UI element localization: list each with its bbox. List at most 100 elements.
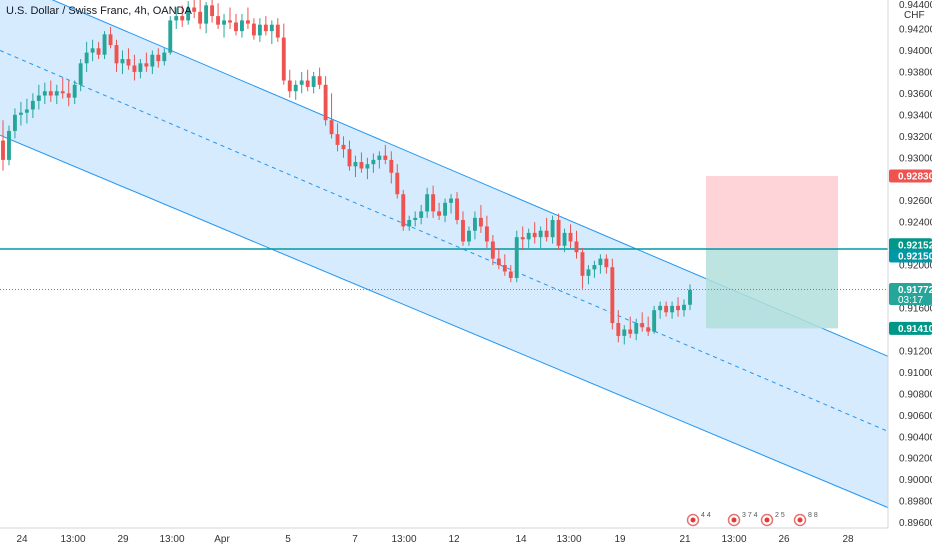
candle: [13, 108, 17, 139]
economic-events[interactable]: 4 4 3 7 4 2 5 8 8: [686, 512, 818, 527]
candle-body: [425, 194, 430, 212]
y-tick-label: 0.92600: [899, 196, 932, 207]
candle: [401, 189, 406, 231]
candle: [550, 215, 555, 244]
candle-body: [371, 159, 376, 165]
candle: [168, 16, 173, 55]
y-tick-label: 0.94400: [899, 0, 932, 11]
event-flag-icon[interactable]: 2 5: [760, 512, 785, 527]
candle-body: [508, 271, 513, 278]
y-tick-label: 0.90600: [899, 411, 932, 422]
candle: [425, 187, 430, 218]
candle-body: [126, 59, 131, 66]
candle: [532, 222, 537, 244]
candle-body: [359, 162, 364, 169]
y-tick-label: 0.93600: [899, 89, 932, 100]
candle-body: [240, 20, 244, 32]
candle-body: [180, 16, 185, 21]
x-tick-label: 13:00: [159, 534, 184, 545]
candle-body: [323, 84, 328, 121]
candle-body: [550, 220, 555, 238]
candle: [174, 7, 179, 29]
candle-body: [257, 24, 262, 36]
take-profit-zone: [706, 248, 838, 329]
candle: [42, 82, 47, 105]
candle: [520, 226, 525, 251]
y-tick-label: 0.91000: [899, 368, 932, 379]
candle-body: [36, 95, 41, 101]
price-tag-bg: [889, 238, 932, 252]
candle-body: [395, 172, 400, 195]
candle-body: [54, 91, 59, 96]
candle-body: [263, 24, 268, 32]
candle: [437, 202, 442, 220]
event-flag-dot: [690, 517, 696, 523]
x-tick-label: 14: [515, 534, 527, 545]
y-tick-label: 0.90000: [899, 475, 932, 486]
event-flag-icon[interactable]: 8 8: [793, 512, 818, 527]
candle: [658, 301, 663, 319]
y-tick-label: 0.89800: [899, 497, 932, 508]
event-flag-icon[interactable]: 3 7 4: [727, 512, 758, 527]
candle-body: [419, 211, 424, 218]
candle-body: [514, 237, 519, 278]
candle-body: [329, 120, 334, 135]
price-tag-label: 0.92830: [898, 172, 932, 183]
candle: [269, 20, 274, 44]
candle-body: [222, 20, 226, 25]
candle-body: [311, 76, 316, 87]
candle: [371, 153, 376, 173]
candle: [359, 152, 364, 173]
candle: [568, 224, 573, 248]
candle-body: [658, 305, 663, 311]
candle: [323, 76, 328, 126]
candle: [592, 260, 597, 278]
candle: [472, 211, 477, 240]
price-axis[interactable]: 0.89600 0.89800 0.90000 0.90200 0.90400 0.906…: [887, 0, 932, 550]
candle-body: [192, 7, 197, 12]
x-tick-label: 24: [16, 534, 28, 545]
candle: [18, 101, 23, 126]
candle-body: [580, 252, 585, 276]
y-tick-label: 0.92400: [899, 218, 932, 229]
candle: [502, 254, 507, 276]
candle-body: [562, 232, 567, 246]
time-axis[interactable]: 24 13:00 29 13:00 Apr 5 7 13:00 12 14 13:00 19 21 13:…: [0, 527, 888, 550]
candle: [132, 54, 137, 81]
candle: [120, 50, 125, 75]
candle-body: [150, 54, 155, 67]
price-tag-bg: [889, 169, 932, 183]
y-tick-label: 0.90800: [899, 389, 932, 400]
candle-body: [204, 5, 209, 24]
candle: [1, 120, 5, 171]
long-position-tool[interactable]: [706, 176, 838, 329]
candle-body: [520, 237, 525, 240]
candle-body: [670, 305, 675, 313]
candle: [150, 50, 155, 75]
candle: [377, 151, 382, 169]
event-flag-icon[interactable]: 4 4: [686, 512, 711, 527]
price-axis-bg: [888, 0, 932, 550]
candle: [234, 13, 238, 36]
candle-body: [60, 91, 65, 94]
x-tick-label: 28: [842, 534, 854, 545]
candle: [198, 0, 203, 29]
candle: [580, 247, 585, 289]
candle: [144, 52, 149, 72]
horizontal-line[interactable]: [0, 248, 888, 291]
candle-body: [401, 194, 406, 227]
candle: [293, 80, 298, 100]
price-tag-bg: [889, 283, 932, 306]
candle-body: [102, 34, 107, 55]
y-tick-label: 0.94000: [899, 46, 932, 57]
candle: [586, 265, 591, 285]
x-tick-label: Apr: [214, 534, 230, 545]
x-tick-label: 13:00: [721, 534, 746, 545]
x-tick-label: 12: [448, 534, 460, 545]
candle: [299, 71, 304, 94]
candle-body: [305, 80, 310, 87]
candle: [610, 258, 615, 330]
candle-body: [114, 45, 119, 64]
